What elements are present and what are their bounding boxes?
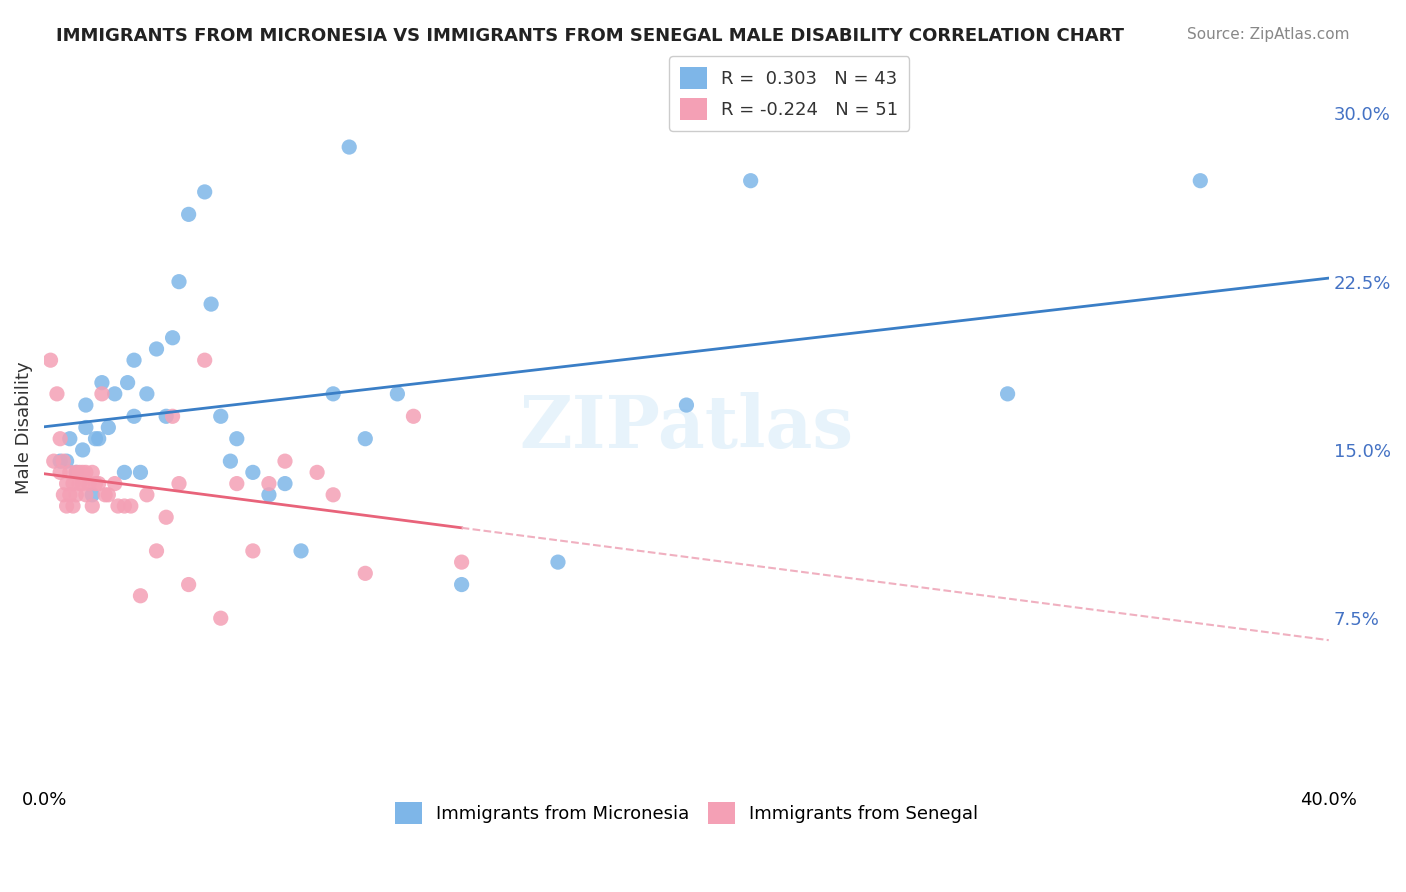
Point [129, 589, 152, 603]
Point [97, 488, 120, 502]
Point [75, 420, 97, 434]
Point [177, 207, 200, 221]
Point [77, 476, 100, 491]
Point [167, 275, 190, 289]
Point [322, 387, 344, 401]
Point [59, 466, 82, 480]
Point [162, 409, 184, 424]
Point [55, 476, 77, 491]
Point [59, 488, 82, 502]
Point [49, 466, 72, 480]
Point [52, 454, 75, 468]
Point [675, 398, 697, 412]
Point [75, 466, 97, 480]
Point [39, 353, 62, 368]
Point [82, 466, 104, 480]
Point [225, 432, 247, 446]
Point [402, 409, 425, 424]
Point [242, 466, 264, 480]
Point [65, 466, 87, 480]
Point [242, 544, 264, 558]
Point [290, 544, 312, 558]
Point [122, 409, 145, 424]
Point [167, 476, 190, 491]
Point [69, 466, 91, 480]
Point [42, 454, 65, 468]
Point [740, 174, 762, 188]
Point [129, 466, 152, 480]
Point [257, 476, 280, 491]
Point [209, 409, 232, 424]
Point [49, 454, 72, 468]
Point [337, 140, 360, 154]
Point [155, 510, 177, 524]
Point [177, 577, 200, 591]
Point [322, 488, 344, 502]
Point [65, 488, 87, 502]
Point [354, 566, 377, 581]
Point [87, 432, 110, 446]
Point [194, 185, 217, 199]
Point [112, 466, 135, 480]
Y-axis label: Male Disability: Male Disability [15, 361, 32, 494]
Point [209, 611, 232, 625]
Point [145, 544, 167, 558]
Point [97, 420, 120, 434]
Point [107, 499, 129, 513]
Point [104, 387, 127, 401]
Point [117, 376, 139, 390]
Point [82, 499, 104, 513]
Point [194, 353, 217, 368]
Point [75, 488, 97, 502]
Point [112, 499, 135, 513]
Point [120, 499, 142, 513]
Point [162, 331, 184, 345]
Point [997, 387, 1019, 401]
Point [387, 387, 409, 401]
Point [62, 476, 84, 491]
Point [104, 476, 127, 491]
Point [547, 555, 569, 569]
Point [52, 488, 75, 502]
Point [94, 488, 117, 502]
Point [90, 387, 112, 401]
Point [274, 454, 297, 468]
Point [49, 432, 72, 446]
Point [90, 376, 112, 390]
Point [155, 409, 177, 424]
Point [75, 398, 97, 412]
Point [135, 488, 157, 502]
Point [55, 499, 77, 513]
Point [450, 577, 472, 591]
Point [84, 476, 107, 491]
Point [354, 432, 377, 446]
Point [122, 353, 145, 368]
Point [46, 387, 69, 401]
Point [82, 488, 104, 502]
Text: Source: ZipAtlas.com: Source: ZipAtlas.com [1187, 27, 1350, 42]
Point [62, 499, 84, 513]
Point [219, 454, 242, 468]
Point [72, 442, 94, 457]
Point [450, 555, 472, 569]
Point [135, 387, 157, 401]
Point [274, 476, 297, 491]
Point [1189, 174, 1212, 188]
Point [72, 466, 94, 480]
Point [65, 466, 87, 480]
Point [87, 476, 110, 491]
Text: ZIPatlas: ZIPatlas [519, 392, 853, 463]
Point [145, 342, 167, 356]
Point [84, 432, 107, 446]
Point [307, 466, 329, 480]
Point [59, 432, 82, 446]
Point [69, 476, 91, 491]
Point [200, 297, 222, 311]
Point [225, 476, 247, 491]
Point [257, 488, 280, 502]
Point [55, 454, 77, 468]
Point [72, 476, 94, 491]
Text: IMMIGRANTS FROM MICRONESIA VS IMMIGRANTS FROM SENEGAL MALE DISABILITY CORRELATIO: IMMIGRANTS FROM MICRONESIA VS IMMIGRANTS… [56, 27, 1125, 45]
Legend: Immigrants from Micronesia, Immigrants from Senegal: Immigrants from Micronesia, Immigrants f… [384, 791, 988, 835]
